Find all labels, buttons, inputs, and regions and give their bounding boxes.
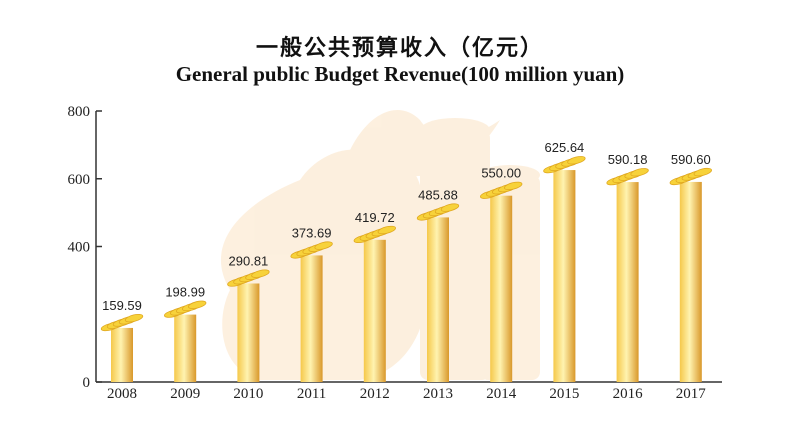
bar — [111, 327, 133, 382]
bar — [553, 170, 576, 382]
data-label: 550.00 — [481, 166, 521, 181]
data-label: 290.81 — [229, 253, 269, 268]
coin-stack-icon — [606, 168, 649, 186]
data-label: 625.64 — [545, 140, 585, 155]
bar-2010 — [227, 269, 270, 382]
chart-title-chinese: 一般公共预算收入（亿元） — [255, 36, 544, 61]
bar-2013 — [416, 203, 460, 382]
data-label: 485.88 — [418, 187, 458, 202]
x-tick-label: 2013 — [423, 386, 453, 402]
coin-stack-icon — [480, 181, 523, 199]
coin-stack-icon — [416, 203, 460, 221]
x-tick-label: 2012 — [360, 386, 390, 402]
coin-stack-icon — [353, 225, 396, 244]
bar-2012 — [353, 225, 396, 382]
x-tick-label: 2014 — [486, 386, 517, 402]
coin-stack-icon — [669, 167, 712, 186]
data-label: 373.69 — [292, 225, 332, 240]
y-tick-label: 400 — [68, 240, 91, 256]
data-label: 419.72 — [355, 210, 395, 225]
coin-stack-icon — [227, 269, 270, 287]
bar-2008 — [100, 313, 144, 382]
chart-title-english: General public Budget Revenue(100 millio… — [175, 62, 625, 86]
data-label: 198.99 — [165, 285, 205, 300]
bar-2009 — [164, 300, 207, 382]
data-label: 590.18 — [608, 152, 648, 167]
bar-2016 — [606, 168, 649, 382]
bar — [363, 239, 386, 382]
bar-2015 — [543, 156, 586, 382]
x-tick-label: 2017 — [676, 386, 707, 402]
x-tick-label: 2015 — [549, 386, 579, 402]
bar — [237, 283, 260, 382]
y-tick-label: 800 — [68, 104, 91, 120]
bar — [174, 314, 197, 382]
coin-stack-icon — [100, 313, 144, 332]
bar — [427, 217, 449, 382]
y-tick-label: 600 — [68, 172, 91, 188]
bar — [490, 195, 513, 382]
data-label: 590.60 — [671, 152, 711, 167]
x-tick-label: 2011 — [297, 386, 326, 402]
x-tick-label: 2010 — [233, 386, 263, 402]
bar-2014 — [480, 181, 523, 382]
coin-stack-icon — [543, 156, 586, 174]
bar — [616, 182, 639, 382]
bar — [679, 181, 702, 382]
bar-2017 — [669, 167, 712, 382]
coin-stack-icon — [164, 300, 207, 318]
bar-2011 — [290, 241, 333, 382]
x-tick-label: 2008 — [107, 386, 137, 402]
data-label: 159.59 — [102, 298, 142, 313]
coin-stack-icon — [290, 241, 333, 259]
x-tick-label: 2009 — [170, 386, 200, 402]
bar — [300, 255, 323, 382]
x-tick-label: 2016 — [613, 386, 644, 402]
y-tick-label: 0 — [83, 375, 91, 391]
